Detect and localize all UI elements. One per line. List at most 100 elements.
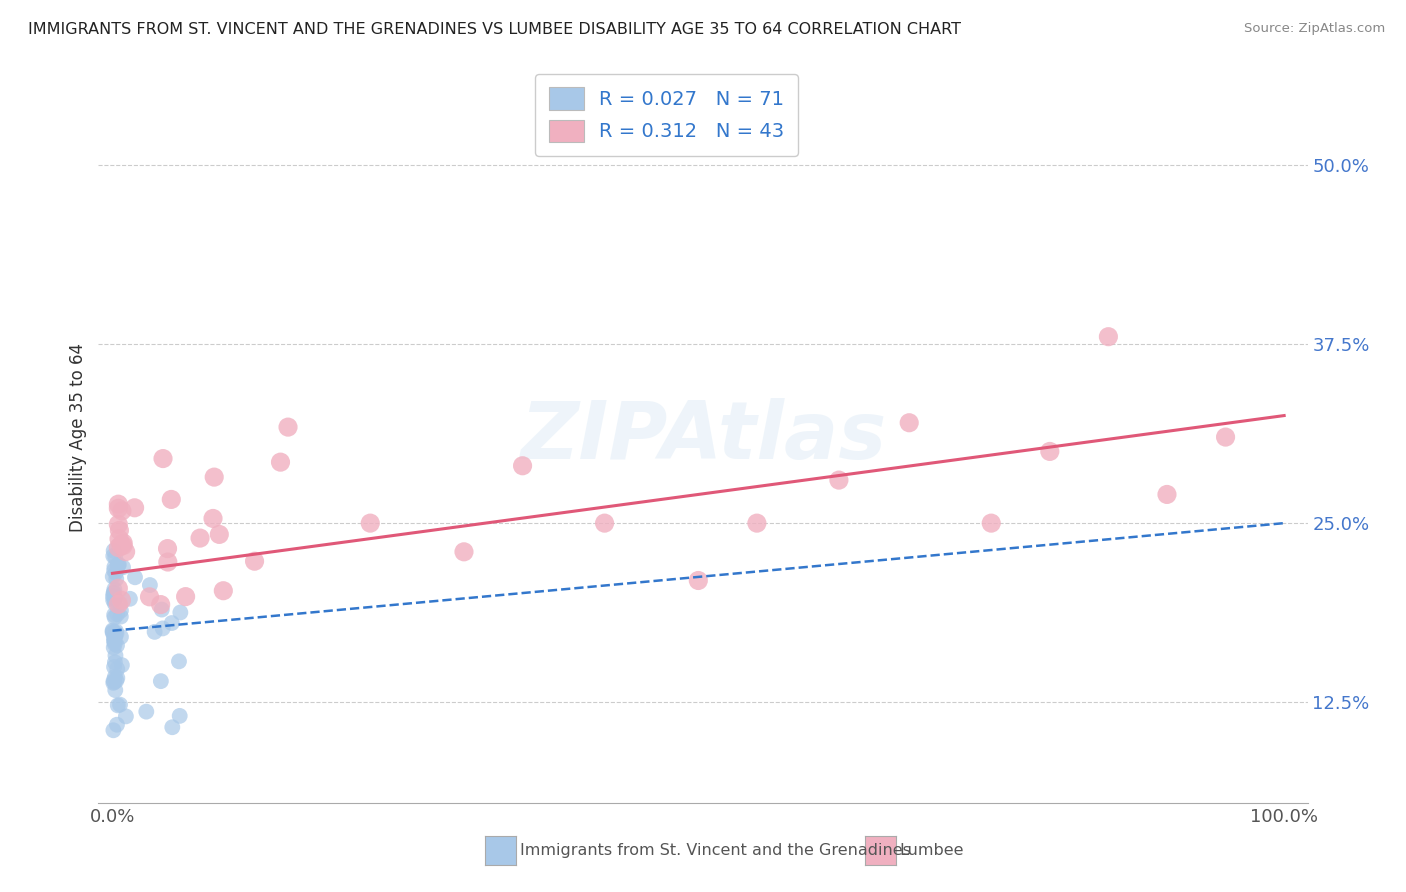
Point [103, 675, 125, 690]
Point [104, 655, 127, 669]
Point [156, 541, 179, 556]
Text: IMMIGRANTS FROM ST. VINCENT AND THE GRENADINES VS LUMBEE DISABILITY AGE 35 TO 64: IMMIGRANTS FROM ST. VINCENT AND THE GREN… [28, 22, 962, 37]
Text: Immigrants from St. Vincent and the Grenadines: Immigrants from St. Vincent and the Gren… [520, 843, 911, 857]
Point [108, 532, 131, 546]
Point [107, 497, 129, 511]
Point [103, 564, 125, 578]
Point [104, 648, 127, 663]
Point [103, 634, 125, 648]
Point [152, 451, 174, 466]
Point [101, 624, 124, 638]
Point [169, 606, 191, 620]
Point [593, 516, 616, 530]
Point [104, 629, 127, 643]
Text: ZIPAtlas: ZIPAtlas [520, 398, 886, 476]
Point [104, 591, 127, 606]
Point [270, 455, 292, 469]
Point [103, 549, 125, 563]
Point [103, 634, 125, 648]
Point [212, 583, 235, 598]
Point [898, 416, 921, 430]
Point [111, 560, 134, 574]
Point [110, 538, 132, 552]
Point [110, 609, 132, 624]
Point [101, 624, 124, 639]
Point [124, 500, 146, 515]
Point [108, 698, 131, 712]
Point [108, 524, 131, 538]
Point [105, 626, 128, 640]
Point [105, 671, 128, 685]
Point [149, 598, 172, 612]
Point [101, 625, 124, 640]
Point [1097, 329, 1119, 343]
Point [150, 602, 173, 616]
Point [103, 560, 125, 574]
Point [243, 554, 266, 568]
Point [162, 720, 184, 734]
Point [105, 624, 128, 639]
Point [104, 550, 127, 565]
Point [107, 501, 129, 516]
Point [277, 420, 299, 434]
Point [111, 504, 134, 518]
Point [103, 640, 125, 655]
Point [104, 596, 127, 610]
Point [156, 555, 179, 569]
Point [103, 723, 125, 738]
Point [160, 615, 183, 630]
Point [107, 581, 129, 595]
Point [202, 511, 225, 525]
Text: Lumbee: Lumbee [900, 843, 965, 857]
Point [104, 683, 127, 698]
Point [111, 658, 134, 673]
Point [135, 705, 157, 719]
Point [105, 572, 128, 586]
Point [118, 591, 141, 606]
Point [107, 558, 129, 572]
Point [104, 670, 127, 684]
Point [101, 589, 124, 603]
Legend: R = 0.027   N = 71, R = 0.312   N = 43: R = 0.027 N = 71, R = 0.312 N = 43 [536, 74, 799, 155]
Point [101, 569, 124, 583]
Point [103, 586, 125, 600]
Point [169, 709, 191, 723]
Y-axis label: Disability Age 35 to 64: Disability Age 35 to 64 [69, 343, 87, 532]
Point [103, 592, 125, 607]
Point [115, 709, 138, 723]
Point [103, 607, 125, 622]
Point [103, 631, 125, 645]
Point [105, 607, 128, 621]
Point [104, 591, 127, 606]
Point [202, 470, 225, 484]
Point [107, 558, 129, 573]
Point [104, 591, 127, 605]
Point [104, 566, 127, 580]
Point [114, 545, 136, 559]
Point [107, 517, 129, 532]
Point [152, 622, 174, 636]
Point [188, 531, 211, 545]
Point [167, 654, 190, 668]
Point [139, 578, 162, 592]
Point [105, 673, 128, 688]
Point [110, 603, 132, 617]
Point [103, 673, 125, 688]
Point [103, 543, 125, 558]
Point [980, 516, 1002, 530]
Point [160, 492, 183, 507]
Point [1215, 430, 1237, 444]
Point [103, 582, 125, 597]
Point [745, 516, 768, 530]
Point [143, 624, 166, 639]
Point [107, 598, 129, 612]
Point [104, 637, 127, 651]
Point [1156, 487, 1178, 501]
Point [105, 717, 128, 731]
Point [112, 539, 135, 553]
Point [110, 593, 132, 607]
Point [103, 676, 125, 690]
Text: Source: ZipAtlas.com: Source: ZipAtlas.com [1244, 22, 1385, 36]
Point [104, 610, 127, 624]
Point [112, 536, 135, 550]
